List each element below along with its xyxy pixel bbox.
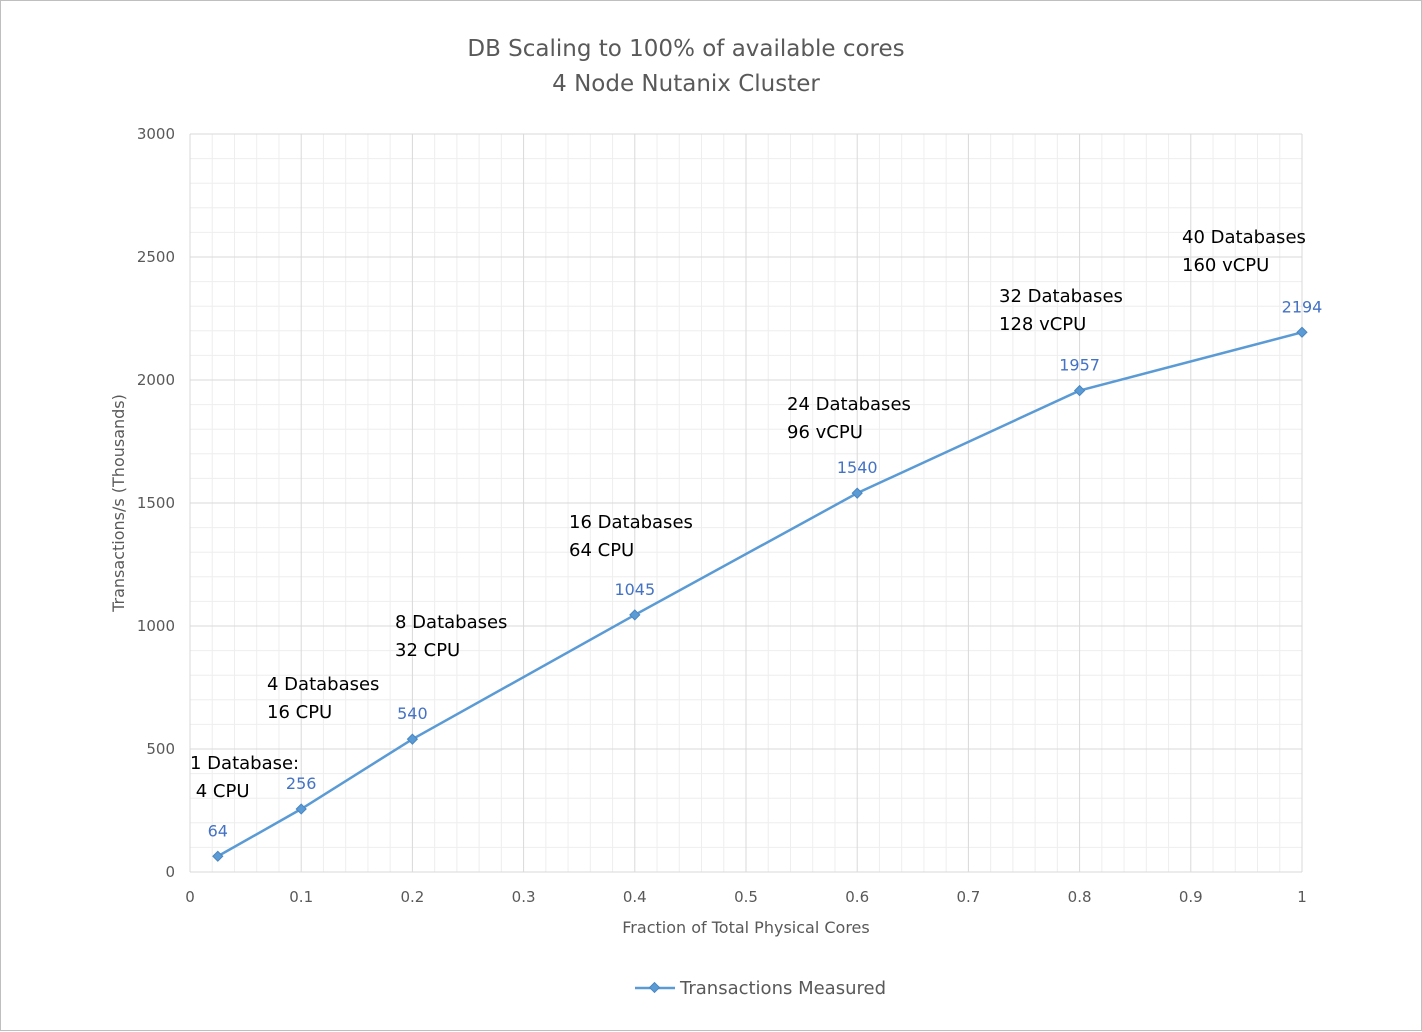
series-transactions-measured [212, 326, 1308, 862]
x-tick-label: 0.2 [400, 888, 424, 906]
data-point-marker [1073, 384, 1086, 397]
x-tick-label: 0.8 [1068, 888, 1092, 906]
data-label: 256 [286, 774, 317, 793]
annotation-line: 96 vCPU [787, 422, 863, 443]
x-tick-label: 0.7 [956, 888, 980, 906]
annotation-line: 160 vCPU [1182, 255, 1269, 276]
y-tick-label: 500 [146, 740, 175, 758]
x-tick-label: 1 [1297, 888, 1307, 906]
y-tick-label: 1000 [137, 617, 175, 635]
annotation-label: 16 Databases 64 CPU [569, 512, 693, 561]
annotation-label: 1 Database: 4 CPU [190, 753, 299, 802]
chart-title-line-1: DB Scaling to 100% of available cores [467, 36, 904, 62]
annotation-label: 8 Databases 32 CPU [395, 612, 507, 661]
annotation-line: 24 Databases [787, 394, 911, 415]
data-label: 1540 [837, 458, 878, 477]
annotation-label: 32 Databases 128 vCPU [999, 286, 1123, 335]
x-tick-label: 0.9 [1179, 888, 1203, 906]
data-label: 64 [208, 821, 228, 840]
annotation-line: 1 Database: [190, 753, 299, 774]
annotation-label: 24 Databases 96 vCPU [787, 394, 911, 443]
annotation-label: 40 Databases 160 vCPU [1182, 227, 1306, 276]
annotations: 1 Database: 4 CPU 4 Databases 16 CPU 8 Data… [190, 227, 1306, 802]
legend-entry-transactions-measured: Transactions Measured [679, 978, 886, 999]
annotation-line: 4 CPU [190, 781, 250, 802]
legend-marker-swatch [648, 981, 661, 994]
data-label: 1957 [1059, 356, 1100, 375]
x-axis-ticks: 0 0.1 0.2 0.3 0.4 0.5 0.6 0.7 0.8 0.9 1 [185, 888, 1307, 906]
x-axis-title: Fraction of Total Physical Cores [622, 918, 869, 937]
y-tick-label: 3000 [137, 125, 175, 143]
annotation-line: 128 vCPU [999, 314, 1086, 335]
annotation-line: 32 Databases [999, 286, 1123, 307]
x-tick-label: 0.4 [623, 888, 647, 906]
data-point-marker [851, 487, 863, 499]
y-axis-title: Transactions/s (Thousands) [109, 394, 128, 613]
annotation-line: 16 Databases [569, 512, 693, 533]
data-labels: 64 256 540 1045 1540 1957 2194 [208, 297, 1323, 840]
data-point-marker [295, 803, 307, 815]
data-point-marker [629, 609, 641, 621]
y-tick-label: 1500 [137, 494, 175, 512]
annotation-line: 8 Databases [395, 612, 507, 633]
annotation-label: 4 Databases 16 CPU [267, 674, 379, 723]
annotation-line: 64 CPU [569, 540, 634, 561]
annotation-line: 40 Databases [1182, 227, 1306, 248]
data-label: 2194 [1282, 297, 1323, 316]
y-tick-label: 2500 [137, 248, 175, 266]
data-point-marker [406, 733, 419, 745]
y-tick-label: 0 [165, 863, 175, 881]
x-tick-label: 0.6 [845, 888, 869, 906]
x-tick-label: 0 [185, 888, 195, 906]
data-label: 1045 [614, 580, 655, 599]
legend: Transactions Measured [635, 978, 886, 999]
annotation-line: 32 CPU [395, 640, 460, 661]
chart-title-line-2: 4 Node Nutanix Cluster [552, 71, 820, 97]
data-point-marker [212, 850, 224, 862]
annotation-line: 16 CPU [267, 702, 332, 723]
chart-title: DB Scaling to 100% of available cores 4 … [467, 36, 904, 97]
x-tick-label: 0.3 [512, 888, 536, 906]
data-label: 540 [397, 704, 428, 723]
y-axis-ticks: 0 500 1000 1500 2000 2500 3000 [137, 125, 175, 881]
major-gridlines [189, 133, 1303, 873]
annotation-line: 4 Databases [267, 674, 379, 695]
x-tick-label: 0.1 [289, 888, 313, 906]
data-point-marker [1296, 326, 1308, 338]
series-line [217, 331, 1303, 858]
y-tick-label: 2000 [137, 371, 175, 389]
x-tick-label: 0.5 [734, 888, 758, 906]
